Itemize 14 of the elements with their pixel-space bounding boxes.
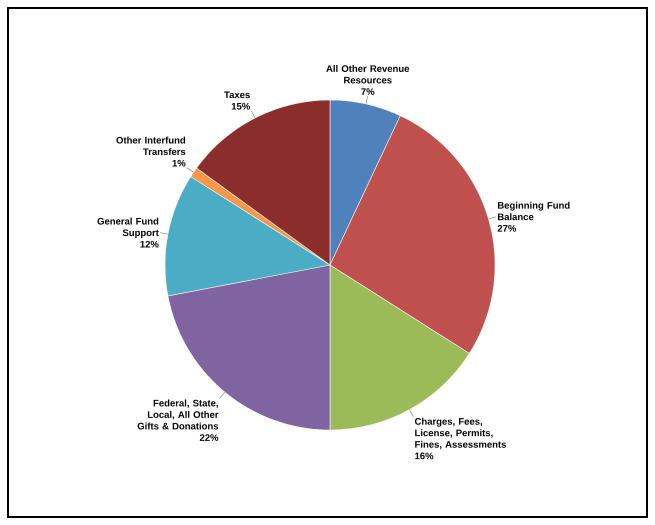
slice-label: All Other Revenue Resources xyxy=(326,65,410,84)
data-label: 22% xyxy=(200,434,218,441)
slice-label: Taxes xyxy=(224,92,250,98)
slice-label: Beginning Fund Balance xyxy=(498,202,570,220)
data-label: 15% xyxy=(232,102,250,110)
slice-label: General Fund Support xyxy=(98,218,159,238)
slice-label: Charges, Fees, License, Permits, Fines, Assessments xyxy=(414,418,506,450)
data-label: 7% xyxy=(361,88,374,95)
slice-label: Federal, State, Local, All Other Gifts & Donations xyxy=(138,399,218,430)
slice-label: Other Interfund Transfers xyxy=(116,136,186,156)
data-label: 1% xyxy=(172,160,186,167)
data-label: 12% xyxy=(140,240,159,248)
data-label: 16% xyxy=(415,452,434,460)
data-label: 27% xyxy=(498,225,516,232)
